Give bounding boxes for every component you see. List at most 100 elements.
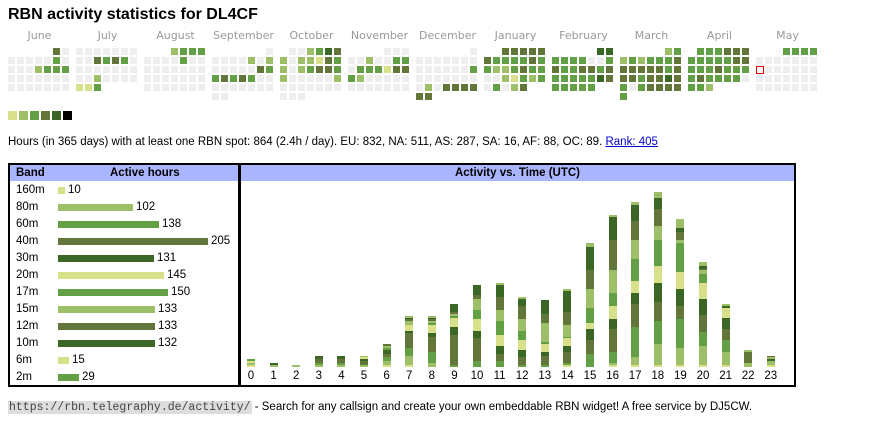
day-cell[interactable] bbox=[511, 48, 518, 55]
day-cell[interactable] bbox=[180, 57, 187, 64]
day-cell[interactable] bbox=[443, 57, 450, 64]
day-cell[interactable] bbox=[674, 84, 681, 91]
day-cell[interactable] bbox=[325, 66, 332, 73]
day-cell[interactable] bbox=[606, 48, 613, 55]
day-cell[interactable] bbox=[112, 57, 119, 64]
day-cell[interactable] bbox=[17, 75, 24, 82]
day-cell[interactable] bbox=[425, 75, 432, 82]
day-cell[interactable] bbox=[570, 66, 577, 73]
day-cell[interactable] bbox=[171, 75, 178, 82]
day-cell[interactable] bbox=[733, 48, 740, 55]
day-cell[interactable] bbox=[461, 75, 468, 82]
day-cell[interactable] bbox=[416, 66, 423, 73]
day-cell[interactable] bbox=[416, 84, 423, 91]
day-cell[interactable] bbox=[493, 57, 500, 64]
day-cell[interactable] bbox=[103, 66, 110, 73]
day-cell[interactable] bbox=[393, 57, 400, 64]
day-cell[interactable] bbox=[230, 57, 237, 64]
day-cell[interactable] bbox=[402, 66, 409, 73]
day-cell[interactable] bbox=[801, 66, 808, 73]
day-cell[interactable] bbox=[221, 66, 228, 73]
day-cell[interactable] bbox=[221, 84, 228, 91]
day-cell[interactable] bbox=[212, 75, 219, 82]
day-cell[interactable] bbox=[697, 75, 704, 82]
day-cell[interactable] bbox=[697, 66, 704, 73]
day-cell[interactable] bbox=[325, 84, 332, 91]
day-cell[interactable] bbox=[434, 75, 441, 82]
day-cell[interactable] bbox=[53, 66, 60, 73]
day-cell[interactable] bbox=[561, 75, 568, 82]
day-cell[interactable] bbox=[230, 84, 237, 91]
day-cell[interactable] bbox=[629, 57, 636, 64]
day-cell[interactable] bbox=[597, 75, 604, 82]
day-cell[interactable] bbox=[620, 84, 627, 91]
day-cell[interactable] bbox=[552, 84, 559, 91]
day-cell[interactable] bbox=[674, 57, 681, 64]
day-cell[interactable] bbox=[393, 75, 400, 82]
day-cell[interactable] bbox=[484, 84, 491, 91]
day-cell[interactable] bbox=[26, 84, 33, 91]
day-cell[interactable] bbox=[85, 84, 92, 91]
day-cell[interactable] bbox=[153, 75, 160, 82]
day-cell[interactable] bbox=[443, 84, 450, 91]
day-cell[interactable] bbox=[62, 66, 69, 73]
day-cell[interactable] bbox=[221, 93, 228, 100]
day-cell[interactable] bbox=[366, 66, 373, 73]
day-cell[interactable] bbox=[461, 84, 468, 91]
day-cell[interactable] bbox=[289, 48, 296, 55]
day-cell[interactable] bbox=[520, 57, 527, 64]
day-cell[interactable] bbox=[180, 84, 187, 91]
day-cell[interactable] bbox=[765, 75, 772, 82]
day-cell[interactable] bbox=[130, 75, 137, 82]
day-cell[interactable] bbox=[792, 84, 799, 91]
day-cell[interactable] bbox=[375, 66, 382, 73]
day-cell[interactable] bbox=[307, 57, 314, 64]
day-cell[interactable] bbox=[62, 57, 69, 64]
day-cell[interactable] bbox=[484, 75, 491, 82]
day-cell[interactable] bbox=[443, 75, 450, 82]
day-cell[interactable] bbox=[493, 75, 500, 82]
day-cell[interactable] bbox=[325, 75, 332, 82]
day-cell[interactable] bbox=[520, 66, 527, 73]
day-cell[interactable] bbox=[402, 48, 409, 55]
day-cell[interactable] bbox=[8, 57, 15, 64]
day-cell[interactable] bbox=[697, 84, 704, 91]
day-cell[interactable] bbox=[76, 66, 83, 73]
day-cell[interactable] bbox=[298, 93, 305, 100]
day-cell[interactable] bbox=[239, 57, 246, 64]
day-cell[interactable] bbox=[434, 66, 441, 73]
day-cell[interactable] bbox=[85, 48, 92, 55]
day-cell[interactable] bbox=[316, 48, 323, 55]
day-cell[interactable] bbox=[171, 57, 178, 64]
day-cell[interactable] bbox=[85, 75, 92, 82]
day-cell[interactable] bbox=[384, 66, 391, 73]
day-cell[interactable] bbox=[656, 75, 663, 82]
day-cell[interactable] bbox=[248, 84, 255, 91]
day-cell[interactable] bbox=[62, 84, 69, 91]
day-cell[interactable] bbox=[597, 48, 604, 55]
day-cell[interactable] bbox=[162, 84, 169, 91]
day-cell[interactable] bbox=[756, 75, 763, 82]
day-cell[interactable] bbox=[688, 84, 695, 91]
day-cell[interactable] bbox=[783, 84, 790, 91]
day-cell[interactable] bbox=[724, 57, 731, 64]
day-cell[interactable] bbox=[792, 48, 799, 55]
day-cell[interactable] bbox=[17, 57, 24, 64]
day-cell[interactable] bbox=[144, 75, 151, 82]
day-cell[interactable] bbox=[783, 57, 790, 64]
day-cell[interactable] bbox=[76, 84, 83, 91]
day-cell[interactable] bbox=[452, 84, 459, 91]
day-cell[interactable] bbox=[298, 75, 305, 82]
day-cell[interactable] bbox=[461, 57, 468, 64]
day-cell[interactable] bbox=[656, 66, 663, 73]
day-cell[interactable] bbox=[402, 57, 409, 64]
day-cell[interactable] bbox=[529, 75, 536, 82]
day-cell[interactable] bbox=[561, 84, 568, 91]
day-cell[interactable] bbox=[298, 66, 305, 73]
day-cell[interactable] bbox=[280, 84, 287, 91]
day-cell[interactable] bbox=[647, 75, 654, 82]
day-cell[interactable] bbox=[638, 66, 645, 73]
day-cell[interactable] bbox=[248, 66, 255, 73]
day-cell[interactable] bbox=[307, 48, 314, 55]
day-cell[interactable] bbox=[94, 66, 101, 73]
